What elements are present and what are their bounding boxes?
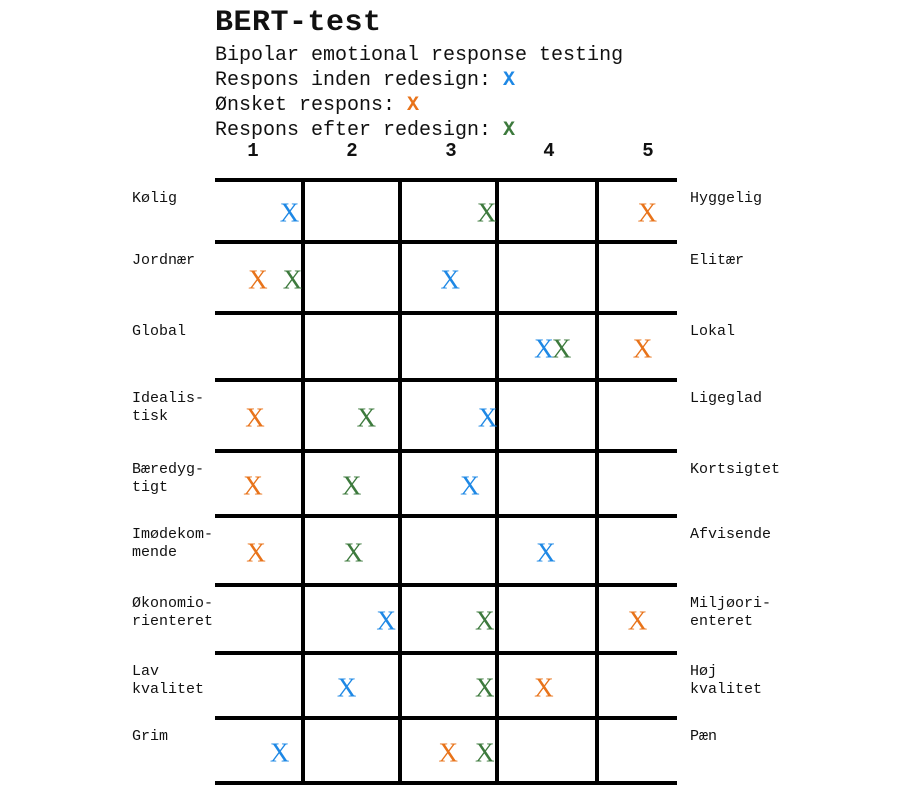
mark-wanted: X bbox=[246, 537, 266, 567]
mark-after: X bbox=[476, 197, 497, 228]
chart-title: BERT-test bbox=[215, 6, 382, 40]
legend-after-label: Respons efter redesign: bbox=[215, 119, 504, 142]
mark-wanted: X bbox=[534, 672, 554, 702]
row-right-label: Kortsigtet bbox=[690, 461, 781, 478]
row-right-label: Pæn bbox=[690, 728, 718, 745]
legend-wanted-marker: X bbox=[407, 94, 420, 117]
mark-wanted: X bbox=[438, 737, 458, 767]
row-left-label: Jordnær bbox=[132, 252, 196, 269]
mark-before: X bbox=[279, 197, 300, 228]
mark-after: X bbox=[356, 402, 377, 432]
row-left-label: Økonomio- rienteret bbox=[132, 595, 214, 630]
mark-wanted: X bbox=[632, 333, 653, 363]
mark-before: X bbox=[460, 470, 480, 500]
mark-before: X bbox=[269, 737, 290, 767]
mark-wanted: X bbox=[637, 197, 658, 228]
legend-before-label: Respons inden redesign: bbox=[215, 69, 504, 92]
mark-before: X bbox=[477, 402, 498, 432]
mark-after: X bbox=[341, 470, 362, 500]
row-left-label: Grim bbox=[132, 728, 169, 745]
row-right-label: Elitær bbox=[690, 252, 745, 269]
mark-after: X bbox=[474, 605, 495, 636]
row-left-label: Kølig bbox=[132, 190, 178, 207]
legend-before: Respons inden redesign: X bbox=[215, 69, 515, 92]
row-left-label: Bæredyg- tigt bbox=[132, 461, 205, 496]
row-left-label: Imødekom- mende bbox=[132, 526, 214, 561]
row-left-label: Global bbox=[132, 323, 187, 340]
mark-after: X bbox=[343, 537, 364, 567]
mark-after: X bbox=[474, 737, 495, 767]
mark-before: X bbox=[534, 333, 554, 363]
legend-before-marker: X bbox=[503, 69, 516, 92]
row-left-label: Idealis- tisk bbox=[132, 390, 205, 425]
legend-after-marker: X bbox=[503, 119, 516, 142]
column-number: 5 bbox=[642, 140, 654, 162]
mark-after: X bbox=[282, 264, 303, 294]
mark-before: X bbox=[376, 605, 396, 636]
column-number: 2 bbox=[346, 140, 358, 162]
column-number: 1 bbox=[247, 140, 259, 162]
mark-before: X bbox=[536, 537, 556, 567]
row-right-label: Hyggelig bbox=[690, 190, 763, 207]
legend-wanted-label: Ønsket respons: bbox=[215, 94, 408, 117]
row-right-label: Miljøori- enteret bbox=[690, 595, 772, 630]
legend-wanted: Ønsket respons: X bbox=[215, 94, 419, 117]
mark-before: X bbox=[336, 672, 357, 702]
mark-wanted: X bbox=[245, 402, 265, 432]
mark-wanted: X bbox=[243, 470, 263, 500]
column-number: 3 bbox=[445, 140, 457, 162]
row-left-label: Lav kvalitet bbox=[132, 663, 205, 698]
subtitle: Bipolar emotional response testing bbox=[215, 44, 624, 67]
mark-before: X bbox=[440, 264, 460, 294]
column-number: 4 bbox=[543, 140, 555, 162]
row-right-label: Afvisende bbox=[690, 526, 772, 543]
mark-after: X bbox=[474, 672, 495, 702]
row-right-label: Lokal bbox=[690, 323, 736, 340]
row-right-label: Ligeglad bbox=[690, 390, 763, 407]
mark-wanted: X bbox=[248, 264, 268, 294]
mark-after: X bbox=[551, 333, 572, 363]
legend-after: Respons efter redesign: X bbox=[215, 119, 515, 142]
mark-wanted: X bbox=[627, 605, 648, 636]
row-right-label: Høj kvalitet bbox=[690, 663, 763, 698]
